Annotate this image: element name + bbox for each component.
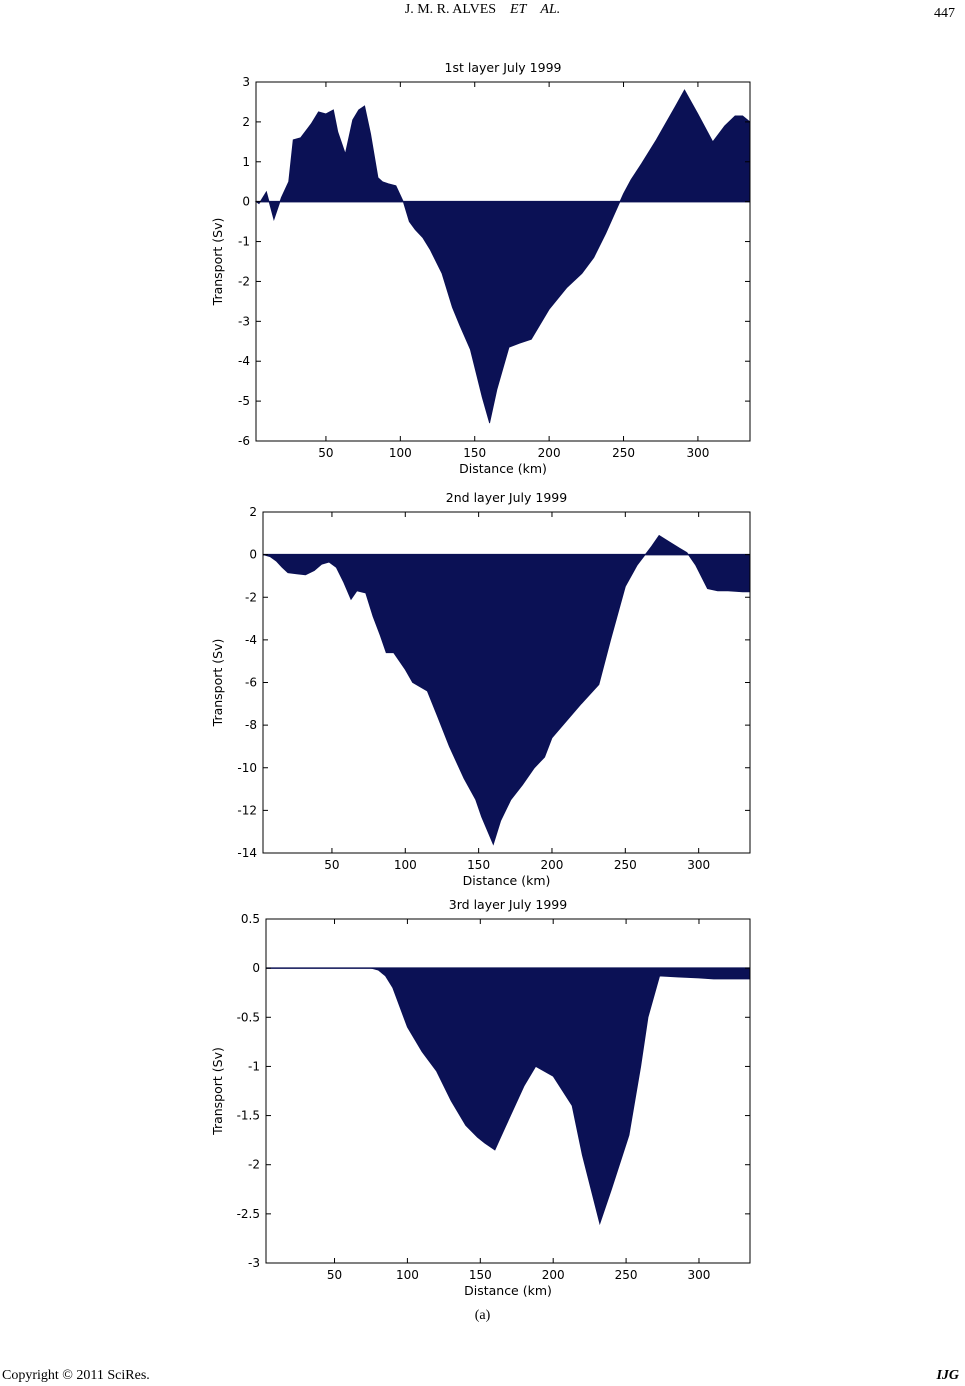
chart-1-xtick-label: 50	[318, 446, 333, 460]
chart-3-xtick-label: 300	[688, 1268, 711, 1282]
chart-1-ytick-label: -1	[238, 235, 250, 249]
figure-label: (a)	[474, 1308, 491, 1323]
chart-1-ytick-label: -2	[238, 274, 250, 288]
chart-1-ytick-label: -6	[238, 434, 250, 448]
chart-1-xtick-label: 150	[463, 446, 486, 460]
chart-3-ytick-label: -2	[248, 1158, 260, 1172]
chart-3-ytick-label: 0	[252, 961, 260, 975]
chart-1: 50 100 150 200 250 300 3 2 1 0 -1 -2 -3 -4 -5 -6 1st lay…	[210, 60, 751, 476]
chart-1-xtick-label: 100	[389, 446, 412, 460]
authors-et: ET	[510, 2, 527, 17]
chart-2-ytick-label: 0	[249, 548, 257, 562]
authors-al: AL.	[540, 2, 561, 17]
chart-2-ytick-label: -12	[237, 803, 257, 817]
chart-1-ylabel: Transport (Sv)	[210, 218, 225, 307]
chart-3-transport-area	[266, 967, 751, 1226]
chart-3-ytick-label: 0.5	[241, 912, 260, 926]
chart-3-xtick-label: 200	[542, 1268, 565, 1282]
chart-3-xtick-label: 100	[396, 1268, 419, 1282]
chart-1-ytick-label: 0	[242, 195, 250, 209]
chart-1-ytick-label: -3	[238, 314, 250, 328]
chart-3-ylabel: Transport (Sv)	[210, 1047, 225, 1136]
page-number: 447	[934, 6, 955, 21]
chart-2: 50 100 150 200 250 300 2 0 -2 -4 -6 -8 -10 -12 -14 2nd …	[210, 490, 751, 888]
chart-2-xtick-label: 100	[394, 858, 417, 872]
chart-3-ytick-label: -1	[248, 1059, 260, 1073]
chart-2-title: 2nd layer July 1999	[446, 490, 567, 505]
journal-abbrev: IJG	[936, 1368, 959, 1383]
chart-3: 50 100 150 200 250 300 0.5 0 -0.5 -1 -1.5 -2 -2.5 -3 3…	[210, 897, 751, 1298]
chart-3-ytick-label: -3	[248, 1256, 260, 1270]
chart-1-xtick-label: 200	[538, 446, 561, 460]
chart-2-ylabel: Transport (Sv)	[210, 639, 225, 728]
chart-2-xtick-label: 300	[687, 858, 710, 872]
chart-3-xlabel: Distance (km)	[464, 1283, 552, 1298]
chart-2-transport-area	[262, 534, 751, 846]
chart-1-ytick-label: 3	[242, 75, 250, 89]
page-header: J. M. R. ALVES ET AL. 447	[0, 2, 965, 22]
chart-2-xtick-label: 200	[541, 858, 564, 872]
chart-1-ytick-label: -4	[238, 354, 250, 368]
chart-1-ytick-label: 2	[242, 115, 250, 129]
chart-2-ytick-label: -6	[245, 676, 257, 690]
chart-2-ytick-label: 2	[249, 505, 257, 519]
chart-3-ytick-label: -2.5	[237, 1207, 260, 1221]
chart-1-transport-area	[254, 89, 751, 424]
chart-2-ytick-label: -10	[237, 761, 257, 775]
chart-3-axes-box	[265, 918, 751, 1264]
chart-1-ytick-label: -5	[238, 394, 250, 408]
chart-1-ytick-label: 1	[242, 155, 250, 169]
chart-1-title: 1st layer July 1999	[445, 60, 562, 75]
chart-1-axes-box	[255, 81, 751, 442]
chart-1-xtick-label: 250	[612, 446, 635, 460]
chart-1-xlabel: Distance (km)	[459, 461, 547, 476]
chart-3-xtick-label: 250	[615, 1268, 638, 1282]
chart-2-ytick-label: -8	[245, 718, 257, 732]
chart-2-xtick-label: 250	[614, 858, 637, 872]
chart-3-ytick-label: -0.5	[237, 1010, 260, 1024]
chart-2-ytick-label: -14	[237, 846, 257, 860]
authors-text: J. M. R. ALVES	[404, 2, 497, 17]
page-footer: Copyright © 2011 SciRes. IJG	[0, 1368, 965, 1386]
chart-2-xlabel: Distance (km)	[463, 873, 551, 888]
running-head-authors: J. M. R. ALVES ET AL.	[0, 2, 965, 18]
chart-3-ytick-label: -1.5	[237, 1109, 260, 1123]
chart-2-xtick-label: 150	[467, 858, 490, 872]
chart-2-xtick-label: 50	[324, 858, 339, 872]
chart-1-xtick-label: 300	[686, 446, 709, 460]
chart-2-ytick-label: -4	[245, 633, 257, 647]
chart-2-ytick-label: -2	[245, 590, 257, 604]
chart-3-xtick-label: 150	[469, 1268, 492, 1282]
chart-3-xtick-label: 50	[327, 1268, 342, 1282]
copyright-text: Copyright © 2011 SciRes.	[2, 1368, 150, 1383]
chart-3-title: 3rd layer July 1999	[449, 897, 567, 912]
